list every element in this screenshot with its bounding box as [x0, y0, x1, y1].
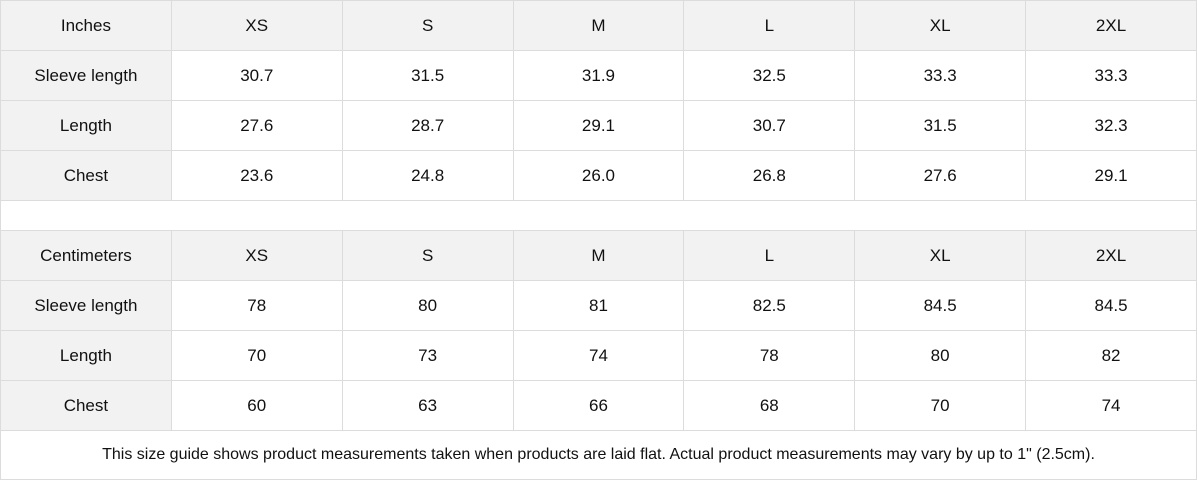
row-label: Length [0, 100, 172, 151]
header-row: Centimeters XS S M L XL 2XL [0, 230, 1197, 281]
row-label: Chest [0, 380, 172, 431]
row-label: Sleeve length [0, 280, 172, 331]
size-header: 2XL [1025, 230, 1197, 281]
measurement-cell: 29.1 [512, 100, 685, 151]
measurement-cell: 82 [1025, 330, 1197, 381]
measurement-cell: 84.5 [1025, 280, 1197, 331]
measurement-cell: 31.5 [341, 50, 514, 101]
table-row: Chest 60 63 66 68 70 74 [0, 380, 1197, 431]
measurement-cell: 81 [512, 280, 685, 331]
measurement-cell: 60 [170, 380, 343, 431]
size-header: 2XL [1025, 0, 1197, 51]
size-header: M [512, 0, 685, 51]
size-header: L [683, 230, 856, 281]
measurement-cell: 27.6 [170, 100, 343, 151]
measurement-cell: 73 [341, 330, 514, 381]
measurement-cell: 74 [512, 330, 685, 381]
row-label: Chest [0, 150, 172, 201]
measurement-cell: 32.5 [683, 50, 856, 101]
footnote-row: This size guide shows product measuremen… [0, 430, 1197, 480]
size-header: XL [854, 230, 1027, 281]
measurement-cell: 66 [512, 380, 685, 431]
row-label: Length [0, 330, 172, 381]
measurement-cell: 63 [341, 380, 514, 431]
size-header: S [341, 0, 514, 51]
measurement-cell: 70 [170, 330, 343, 381]
measurement-cell: 31.5 [854, 100, 1027, 151]
measurement-cell: 26.8 [683, 150, 856, 201]
measurement-cell: 78 [683, 330, 856, 381]
measurement-cell: 30.7 [683, 100, 856, 151]
unit-label: Centimeters [0, 230, 172, 281]
table-row: Chest 23.6 24.8 26.0 26.8 27.6 29.1 [0, 150, 1197, 201]
size-header: XL [854, 0, 1027, 51]
measurement-cell: 78 [170, 280, 343, 331]
measurement-cell: 24.8 [341, 150, 514, 201]
measurement-cell: 68 [683, 380, 856, 431]
measurement-cell: 70 [854, 380, 1027, 431]
measurement-cell: 74 [1025, 380, 1197, 431]
measurement-cell: 30.7 [170, 50, 343, 101]
measurement-cell: 27.6 [854, 150, 1027, 201]
measurement-cell: 32.3 [1025, 100, 1197, 151]
table-row: Sleeve length 78 80 81 82.5 84.5 84.5 [0, 280, 1197, 331]
table-spacer [0, 200, 1197, 231]
table-row: Sleeve length 30.7 31.5 31.9 32.5 33.3 33.3 [0, 50, 1197, 101]
measurement-cell: 33.3 [854, 50, 1027, 101]
size-header: M [512, 230, 685, 281]
measurement-cell: 33.3 [1025, 50, 1197, 101]
row-label: Sleeve length [0, 50, 172, 101]
size-header: XS [170, 0, 343, 51]
measurement-cell: 31.9 [512, 50, 685, 101]
size-header: L [683, 0, 856, 51]
table-row: Length 70 73 74 78 80 82 [0, 330, 1197, 381]
footnote: This size guide shows product measuremen… [0, 430, 1197, 480]
measurement-cell: 82.5 [683, 280, 856, 331]
table-row: Length 27.6 28.7 29.1 30.7 31.5 32.3 [0, 100, 1197, 151]
spacer-cell [0, 200, 1197, 231]
size-header: XS [170, 230, 343, 281]
header-row: Inches XS S M L XL 2XL [0, 0, 1197, 51]
measurement-cell: 28.7 [341, 100, 514, 151]
size-header: S [341, 230, 514, 281]
measurement-cell: 26.0 [512, 150, 685, 201]
measurement-cell: 84.5 [854, 280, 1027, 331]
measurement-cell: 23.6 [170, 150, 343, 201]
measurement-cell: 29.1 [1025, 150, 1197, 201]
unit-label: Inches [0, 0, 172, 51]
measurement-cell: 80 [341, 280, 514, 331]
measurement-cell: 80 [854, 330, 1027, 381]
